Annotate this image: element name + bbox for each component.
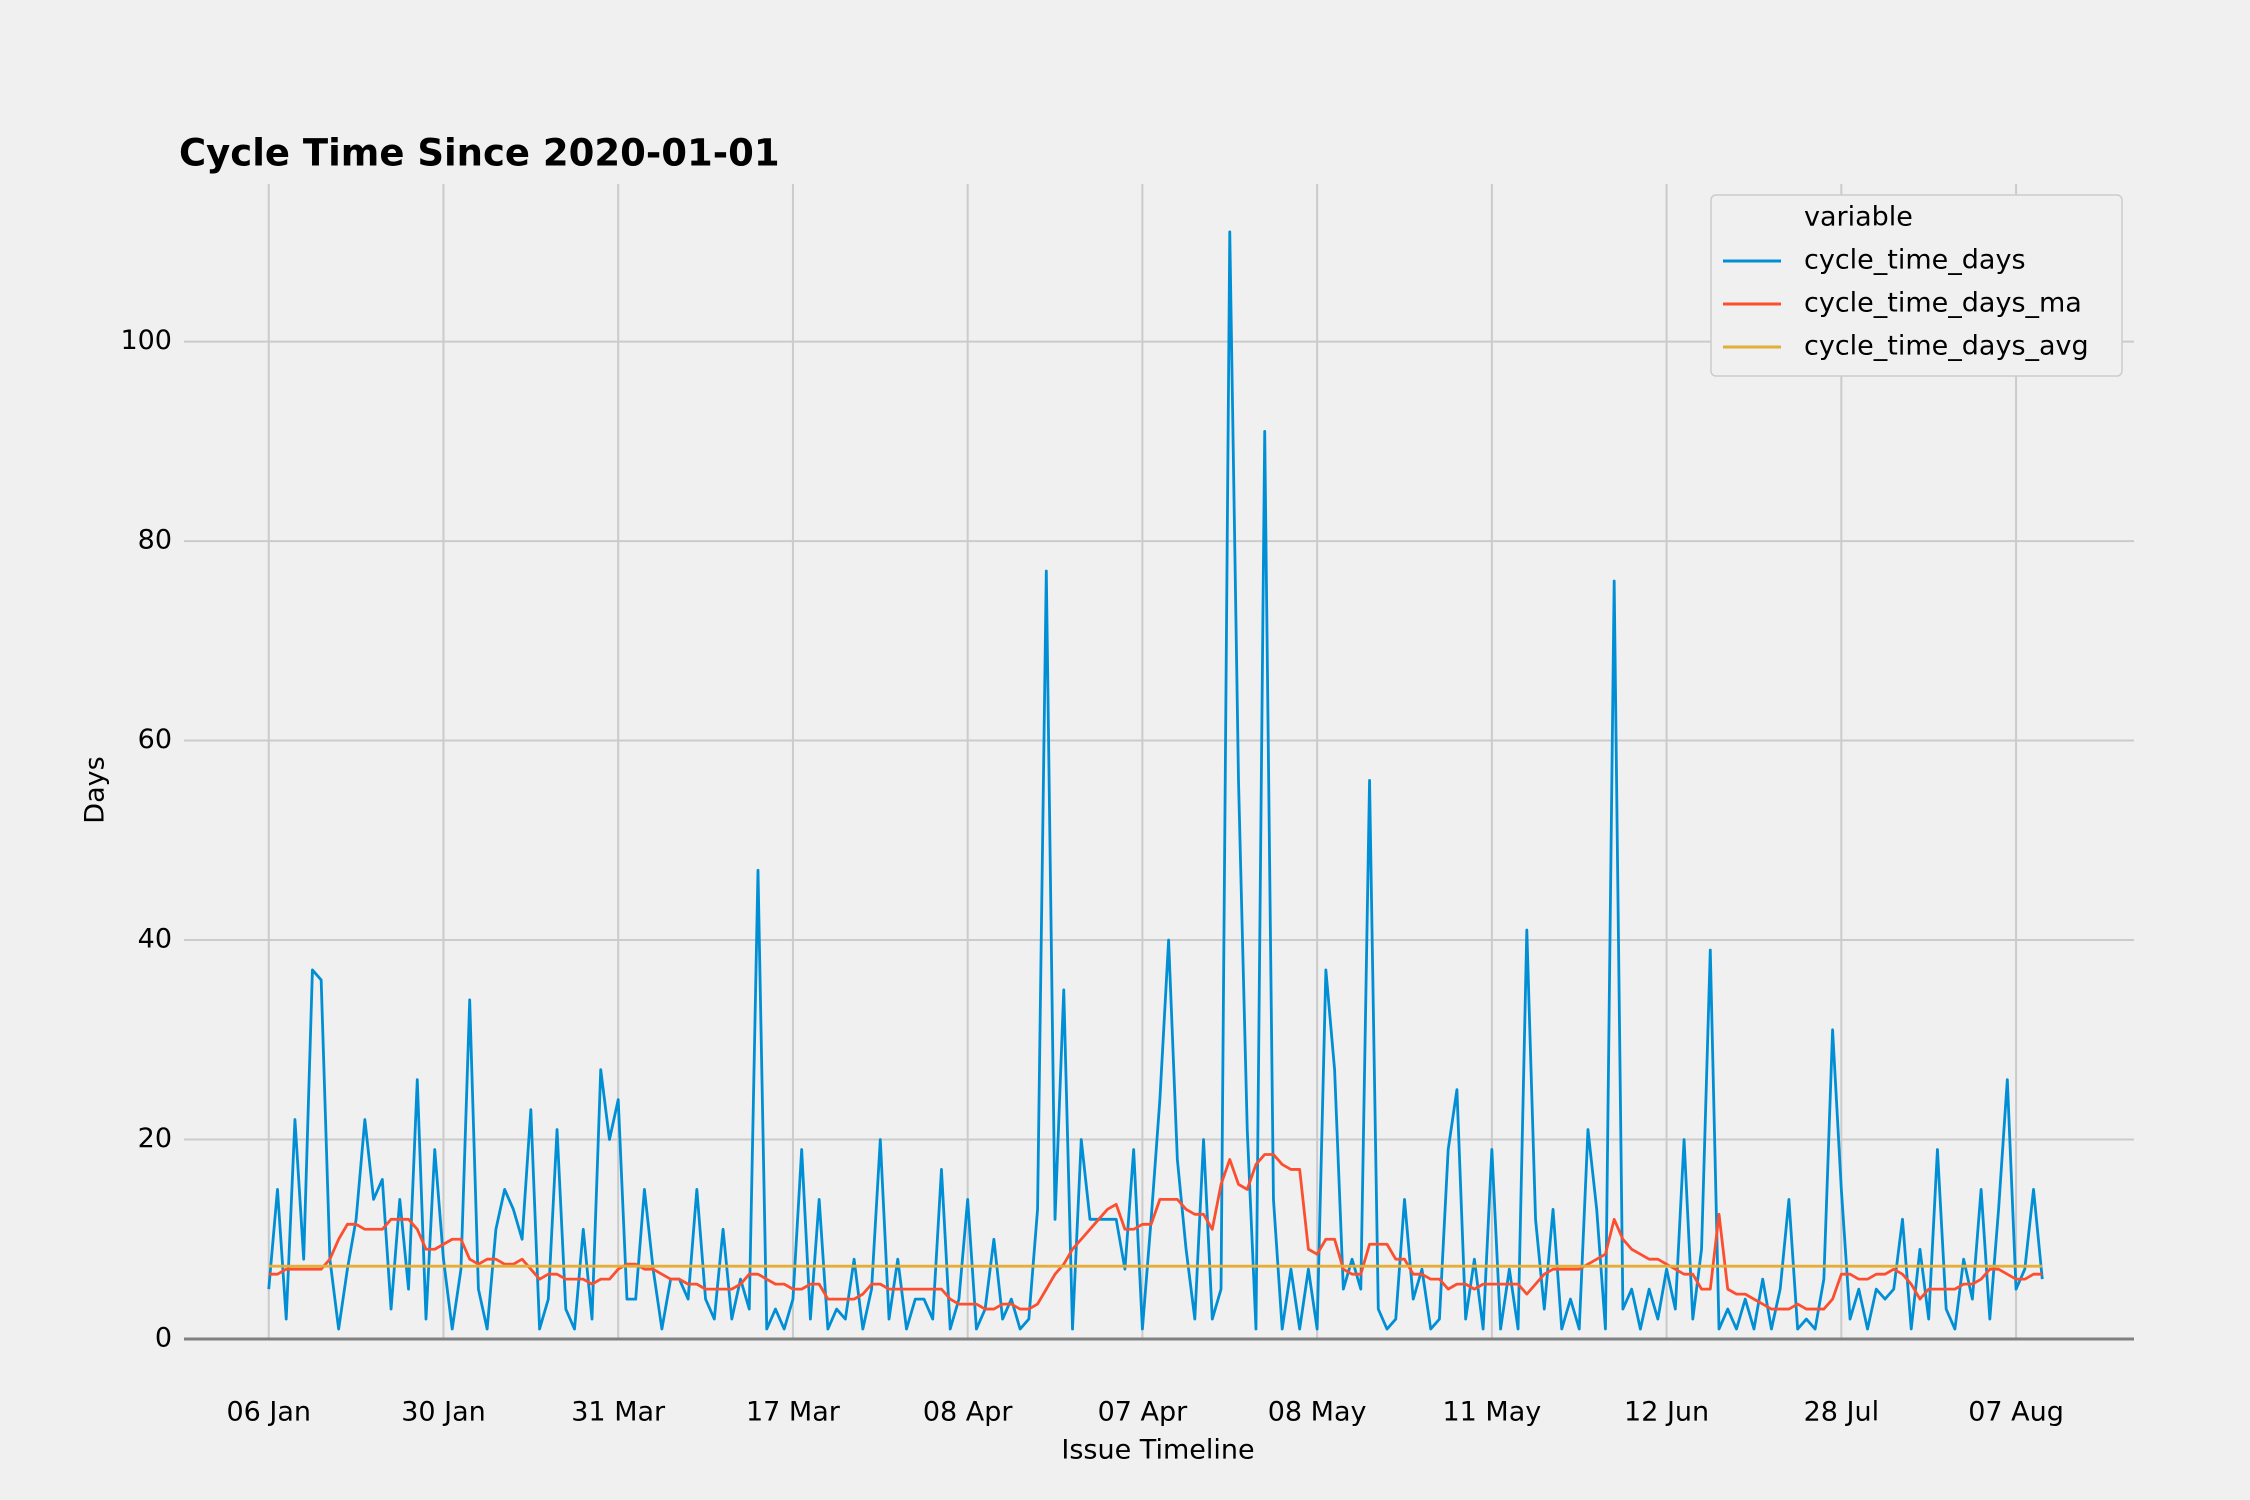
- plot-lines: [267, 230, 2044, 1331]
- x-tick-label: 17 Mar: [746, 1397, 841, 1428]
- x-tick-label: 06 Jan: [226, 1397, 311, 1428]
- legend-label: cycle_time_days_ma: [1804, 288, 2082, 319]
- x-tick-label: 31 Mar: [571, 1397, 666, 1428]
- x-tick-label: 11 May: [1442, 1397, 1541, 1428]
- grid: [184, 184, 2134, 1341]
- x-tick-label: 07 Aug: [1968, 1397, 2064, 1428]
- series-line: [268, 1153, 2043, 1311]
- y-tick-label: 40: [138, 924, 172, 955]
- x-tick-label: 07 Apr: [1098, 1397, 1189, 1428]
- x-tick-label: 08 May: [1268, 1397, 1367, 1428]
- legend-title: variable: [1804, 202, 1913, 233]
- x-tick-label: 08 Apr: [923, 1397, 1014, 1428]
- y-tick-label: 20: [138, 1123, 172, 1154]
- legend-label: cycle_time_days: [1804, 245, 2026, 276]
- y-tick-label: 0: [155, 1323, 172, 1354]
- chart-title: Cycle Time Since 2020-01-01: [179, 132, 780, 175]
- x-tick-label: 30 Jan: [401, 1397, 486, 1428]
- y-tick-label: 60: [138, 724, 172, 755]
- legend-box: [1710, 194, 2123, 377]
- x-tick-label: 28 Jul: [1804, 1397, 1880, 1428]
- y-tick-label: 100: [120, 325, 172, 356]
- y-axis-label: Days: [80, 756, 111, 823]
- y-tick-label: 80: [138, 525, 172, 556]
- legend: variable cycle_time_days cycle_time_days_…: [1710, 194, 2123, 377]
- legend-label: cycle_time_days_avg: [1804, 331, 2089, 362]
- x-tick-label: 12 Jun: [1624, 1397, 1709, 1428]
- x-axis-label: Issue Timeline: [1061, 1435, 1254, 1466]
